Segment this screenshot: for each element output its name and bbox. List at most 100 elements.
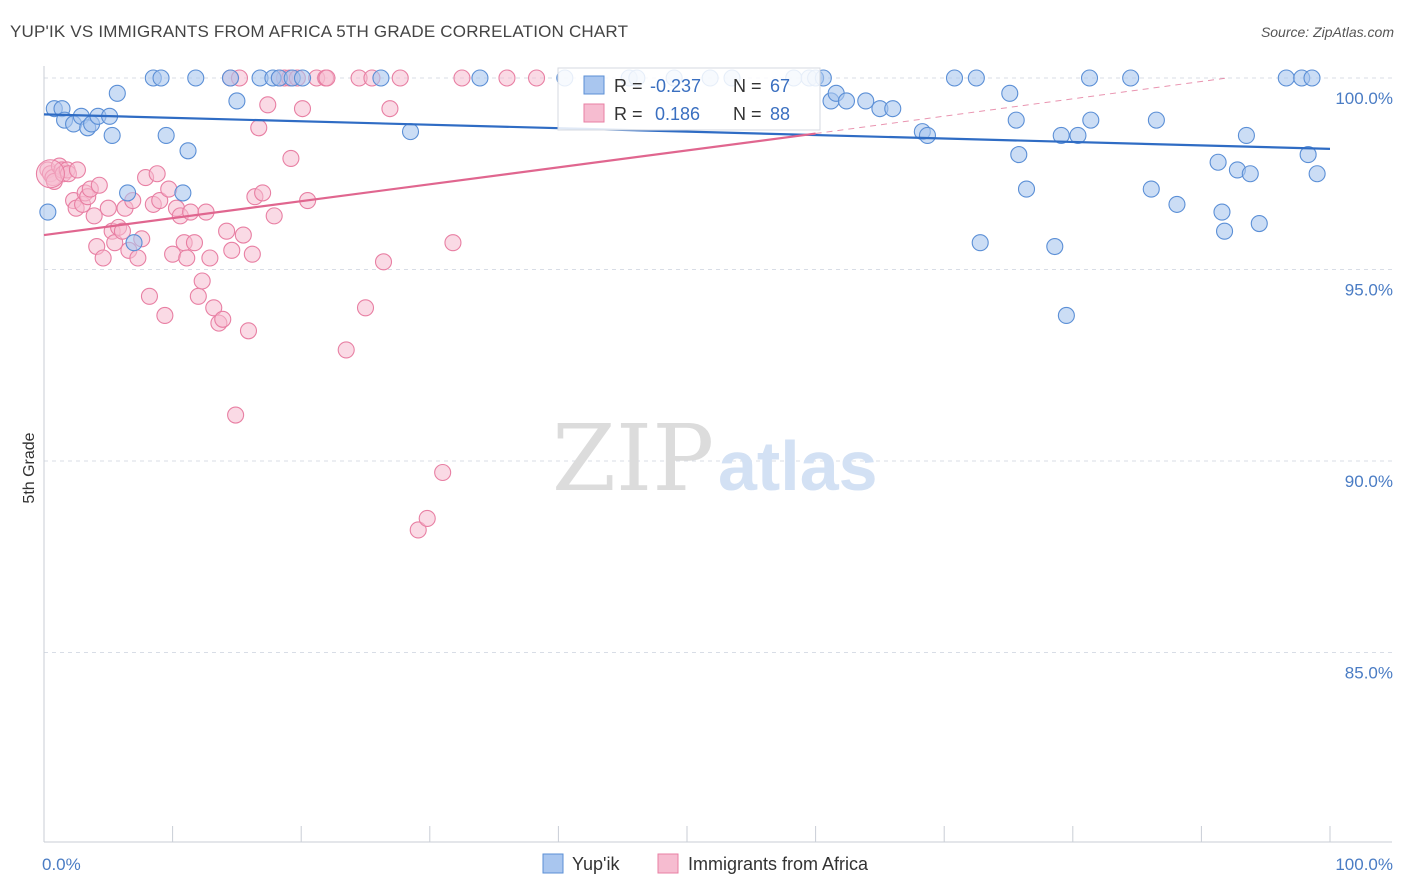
bottom-legend: Yup'ik Immigrants from Africa (542, 853, 869, 874)
data-point-africa (223, 241, 241, 259)
y-tick-label: 90.0% (1345, 472, 1393, 491)
data-point-yupik (174, 184, 192, 202)
watermark: ZIP atlas (552, 405, 878, 512)
legend-n-label-africa: N = (733, 104, 762, 124)
data-point-yupik (179, 142, 197, 160)
data-point-africa (214, 310, 232, 328)
data-point-yupik (293, 69, 312, 87)
trend-lines (43, 77, 1331, 237)
data-point-yupik (157, 126, 175, 144)
data-point-africa (453, 69, 471, 87)
data-point-africa (381, 100, 399, 118)
y-tick-label: 85.0% (1345, 664, 1393, 683)
data-point-yupik (1241, 165, 1259, 183)
data-point-africa (391, 69, 409, 87)
data-point-africa (374, 253, 393, 271)
x-tick-labels: 0.0% 100.0% (42, 855, 1393, 874)
x-tick-label: 0.0% (42, 855, 81, 874)
data-point-africa (94, 249, 112, 267)
data-point-africa (444, 234, 462, 252)
data-point-africa (227, 406, 245, 424)
data-point-africa (140, 287, 159, 305)
data-point-yupik (967, 69, 985, 87)
data-point-yupik (39, 203, 57, 221)
data-point-yupik (1082, 111, 1100, 129)
data-point-yupik (1308, 165, 1326, 183)
data-point-africa (498, 69, 516, 87)
data-point-yupik (1122, 69, 1140, 87)
data-point-africa (35, 159, 65, 189)
data-point-yupik (1057, 306, 1075, 325)
data-point-africa (193, 272, 211, 290)
bottom-legend-swatch-yupik (542, 853, 564, 874)
data-point-africa (129, 249, 147, 267)
trend-line-africa-extension (815, 77, 1228, 135)
data-point-yupik (1007, 111, 1025, 129)
data-point-yupik (971, 234, 989, 252)
data-point-yupik (1168, 195, 1186, 213)
bottom-legend-label-yupik: Yup'ik (572, 854, 620, 874)
data-point-africa (318, 69, 336, 87)
data-point-africa (99, 199, 117, 217)
data-point-yupik (108, 84, 126, 102)
data-point-africa (254, 184, 272, 202)
data-point-yupik (125, 234, 143, 252)
data-point-africa (85, 207, 103, 225)
legend-r-value-yupik: -0.237 (650, 76, 701, 96)
data-point-yupik (119, 184, 137, 202)
x-tick-label: 100.0% (1335, 855, 1393, 874)
data-point-yupik (1142, 180, 1160, 198)
data-point-africa (113, 222, 131, 240)
data-point-yupik (837, 92, 856, 110)
data-point-africa (182, 203, 200, 221)
data-point-yupik (1052, 126, 1070, 144)
data-point-yupik (1303, 69, 1321, 87)
data-point-yupik (103, 126, 121, 144)
data-point-yupik (1147, 111, 1165, 129)
data-point-yupik (1250, 214, 1268, 233)
data-point-yupik (152, 69, 170, 87)
y-tick-labels: 85.0% 90.0% 95.0% 100.0% (1335, 89, 1393, 683)
data-point-yupik (945, 69, 964, 87)
data-point-yupik (1277, 69, 1295, 87)
data-point-africa (68, 161, 86, 179)
legend: R = -0.237 N = 67 R = 0.186 N = 88 (557, 67, 821, 131)
data-point-yupik (471, 69, 489, 87)
data-point-africa (148, 165, 166, 183)
data-point-yupik (1080, 69, 1099, 87)
y-axis-label: 5th Grade (21, 432, 38, 503)
data-point-africa (265, 207, 283, 225)
legend-r-value-africa: 0.186 (650, 104, 700, 124)
source-label: Source: ZipAtlas.com (1260, 24, 1394, 40)
data-point-africa (239, 322, 258, 340)
data-point-africa (337, 341, 355, 359)
data-point-africa (178, 249, 196, 267)
data-point-yupik (221, 69, 240, 87)
data-point-yupik (1046, 237, 1064, 256)
data-point-africa (250, 119, 268, 137)
data-point-yupik (401, 123, 420, 141)
data-point-africa (189, 287, 207, 305)
data-point-yupik (1215, 222, 1234, 240)
data-point-yupik (918, 126, 937, 144)
watermark-zip: ZIP (552, 405, 714, 512)
trend-line-africa (43, 132, 816, 237)
data-point-yupik (1299, 146, 1317, 164)
y-tick-label: 95.0% (1345, 281, 1393, 300)
data-point-africa (201, 249, 219, 267)
trend-line-yupik (43, 113, 1331, 150)
data-point-yupik (1213, 203, 1231, 221)
legend-n-value-africa: 88 (770, 104, 790, 124)
data-point-africa (259, 96, 277, 114)
data-point-africa (527, 69, 546, 87)
data-point-yupik (372, 69, 390, 87)
legend-swatch-africa (583, 103, 605, 123)
y-tick-label: 100.0% (1335, 89, 1393, 108)
data-point-yupik (1069, 126, 1087, 144)
data-point-yupik (1237, 126, 1255, 144)
legend-n-value-yupik: 67 (770, 76, 790, 96)
legend-r-label-yupik: R = (614, 76, 643, 96)
axes (43, 66, 1392, 843)
watermark-atlas: atlas (718, 427, 878, 505)
